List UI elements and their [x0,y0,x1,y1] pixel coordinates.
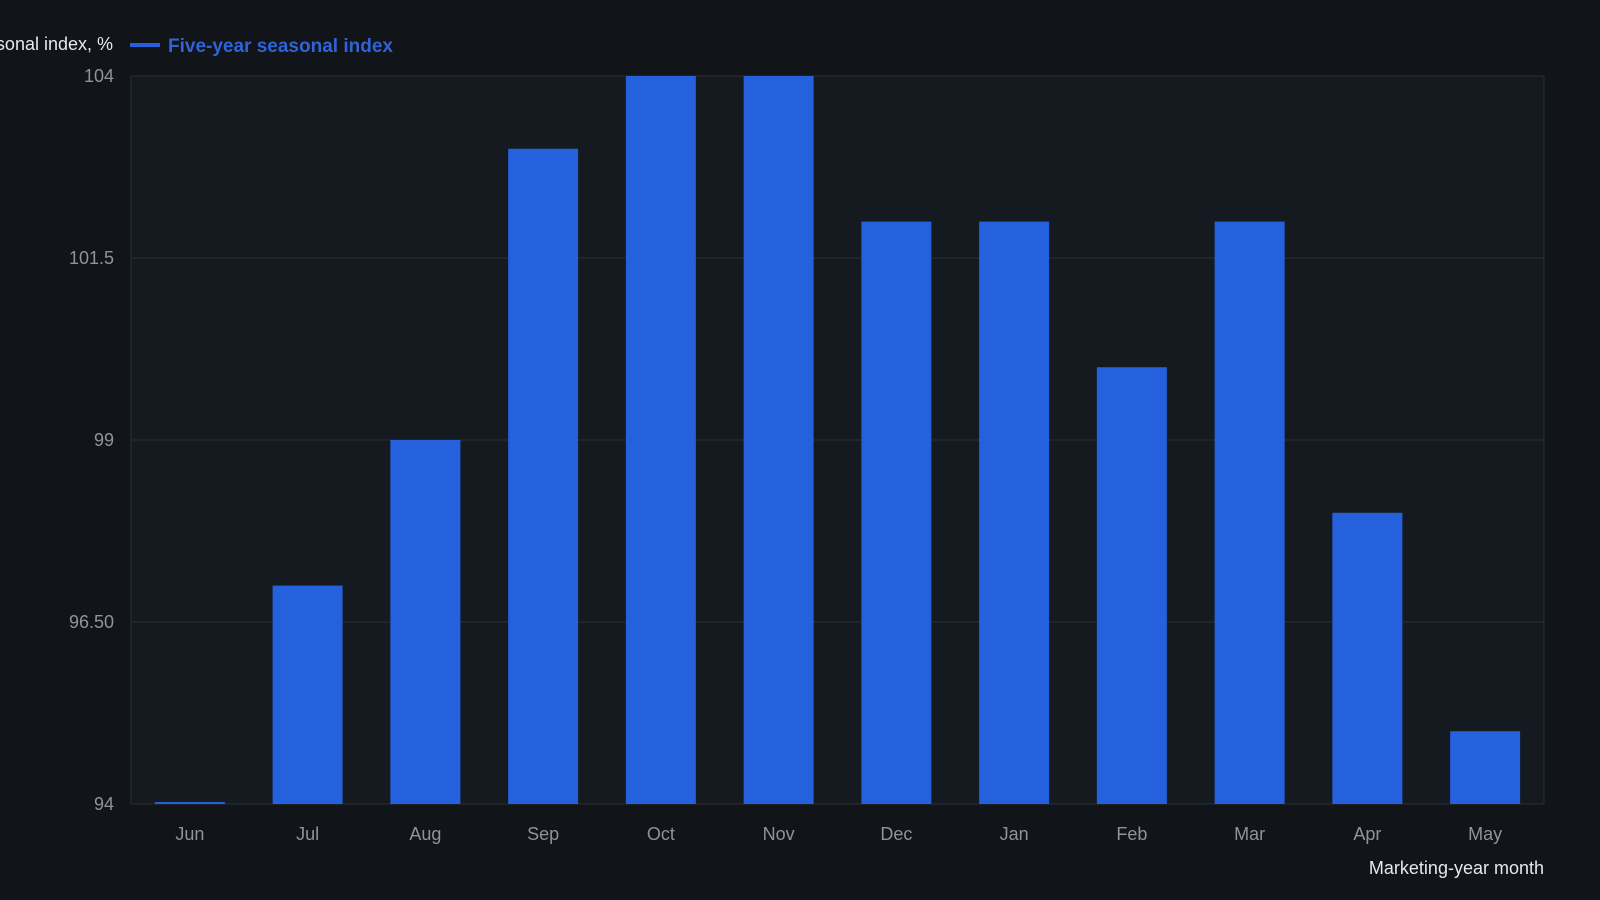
bar-apr[interactable] [1332,512,1403,804]
legend-label-five-year-seasonal-index: Five-year seasonal index [168,36,393,57]
y-tick-label: 96.50 [69,612,114,632]
x-tick-label-aug: Aug [409,824,441,844]
bar-nov[interactable] [743,76,814,804]
bar-aug[interactable] [390,440,461,804]
bar-sep[interactable] [508,148,579,805]
y-tick-label: 104 [84,66,114,86]
x-axis-title: Marketing-year month [1369,858,1544,878]
x-tick-label-oct: Oct [647,824,675,844]
x-tick-label-apr: Apr [1353,824,1381,844]
y-tick-label: 99 [94,430,114,450]
y-tick-label: 101.5 [69,248,114,268]
x-tick-label-dec: Dec [880,824,912,844]
x-tick-label-may: May [1468,824,1502,844]
bar-jan[interactable] [979,221,1050,805]
x-tick-label-sep: Sep [527,824,559,844]
x-axis-tick-labels: Jun Jul Aug Sep Oct Nov Dec Jan Feb Mar Apr May [175,824,1502,844]
bar-oct[interactable] [625,76,696,804]
bar-may[interactable] [1450,731,1521,804]
x-tick-label-nov: Nov [763,824,795,844]
y-axis-tick-labels: 94 96.50 99 101.5 104 [69,66,114,814]
x-tick-label-jan: Jan [1000,824,1029,844]
y-grid-lines [131,75,1544,805]
bar-dec[interactable] [861,221,932,805]
x-tick-label-mar: Mar [1234,824,1265,844]
bars [154,76,1521,805]
bar-jun[interactable] [154,802,225,804]
x-tick-label-jun: Jun [175,824,204,844]
x-tick-label-feb: Feb [1116,824,1147,844]
bar-mar[interactable] [1214,221,1285,805]
y-axis-title: Five-year seasonal index, % [0,34,113,54]
y-tick-label: 94 [94,794,114,814]
x-tick-label-jul: Jul [296,824,319,844]
bar-jul[interactable] [272,585,343,804]
legend[interactable]: Five-year seasonal index [130,36,393,57]
bar-feb[interactable] [1096,367,1167,804]
